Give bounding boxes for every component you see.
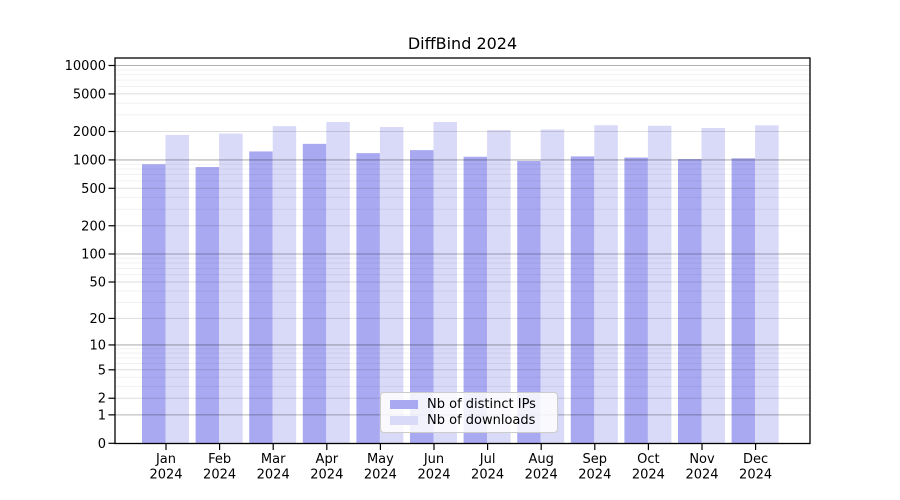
bar-downloads-oct: [647, 125, 672, 444]
x-tick-label-year-sep: 2024: [578, 468, 611, 483]
x-tick-label-year-jun: 2024: [417, 468, 450, 483]
bar-distinct-ips-apr: [302, 143, 327, 444]
bar-distinct-ips-nov: [678, 159, 702, 444]
x-tick-label-month-may: May: [367, 452, 394, 467]
x-tick-label-month-feb: Feb: [208, 452, 231, 467]
bar-downloads-feb: [219, 133, 243, 444]
bar-downloads-nov: [701, 127, 725, 444]
x-tick-label-year-dec: 2024: [739, 468, 772, 483]
legend-swatch-downloads: [390, 416, 418, 426]
y-tick-label-0: 0: [98, 437, 106, 452]
bar-distinct-ips-dec: [731, 158, 756, 444]
x-tick-label-year-mar: 2024: [257, 468, 290, 483]
legend-label-distinct-ips: Nb of distinct IPs: [427, 396, 536, 412]
bar-distinct-ips-oct: [624, 157, 648, 444]
x-tick-label-month-aug: Aug: [529, 452, 554, 467]
x-tick-label-year-feb: 2024: [203, 468, 236, 483]
y-tick-label-50: 50: [89, 276, 106, 291]
y-tick-label-2: 2: [98, 392, 106, 407]
x-tick-label-year-apr: 2024: [310, 468, 343, 483]
y-tick-label-5: 5: [98, 363, 106, 378]
bar-distinct-ips-jun: [410, 150, 434, 444]
bar-downloads-may: [379, 127, 404, 444]
bar-distinct-ips-feb: [195, 167, 220, 444]
y-tick-label-10000: 10000: [65, 59, 106, 74]
y-tick-label-200: 200: [81, 219, 106, 234]
x-tick-label-month-nov: Nov: [689, 452, 715, 467]
y-tick-label-100: 100: [81, 247, 106, 262]
bar-downloads-aug: [540, 129, 565, 444]
bar-distinct-ips-jan: [142, 164, 166, 444]
legend-label-downloads: Nb of downloads: [427, 413, 536, 429]
bar-downloads-apr: [326, 122, 350, 444]
y-tick-label-5000: 5000: [73, 87, 106, 102]
x-tick-label-month-dec: Dec: [743, 452, 768, 467]
x-tick-label-year-may: 2024: [364, 468, 397, 483]
y-tick-label-500: 500: [81, 182, 106, 197]
x-tick-label-month-jun: Jun: [423, 452, 444, 467]
x-tick-label-month-jan: Jan: [155, 452, 176, 467]
bar-downloads-jul: [487, 130, 511, 444]
y-tick-label-2000: 2000: [73, 125, 106, 140]
chart-title: DiffBind 2024: [407, 34, 518, 53]
x-tick-label-year-oct: 2024: [632, 468, 665, 483]
x-tick-label-year-aug: 2024: [525, 468, 558, 483]
plot-border: [114, 57, 811, 445]
x-tick-label-month-oct: Oct: [637, 452, 659, 467]
y-tick-label-1000: 1000: [73, 153, 106, 168]
y-tick-label-1: 1: [98, 408, 106, 423]
bar-distinct-ips-jul: [463, 156, 488, 444]
legend-item-downloads: Nb of downloads: [390, 413, 548, 428]
x-tick-label-month-mar: Mar: [261, 452, 286, 467]
bar-distinct-ips-mar: [249, 151, 273, 444]
bar-downloads-jan: [165, 134, 189, 444]
legend: Nb of distinct IPs Nb of downloads: [380, 392, 558, 433]
x-tick-label-month-sep: Sep: [583, 452, 608, 467]
legend-item-distinct-ips: Nb of distinct IPs: [390, 397, 548, 412]
bar-distinct-ips-sep: [570, 156, 595, 444]
y-tick-label-10: 10: [89, 338, 106, 353]
bar-downloads-dec: [755, 125, 779, 444]
bar-downloads-sep: [594, 125, 618, 444]
x-tick-label-month-jul: Jul: [479, 452, 496, 467]
bar-downloads-mar: [272, 126, 297, 444]
x-tick-label-year-jul: 2024: [471, 468, 504, 483]
y-tick-label-20: 20: [89, 312, 106, 327]
legend-swatch-distinct-ips: [390, 399, 418, 409]
bar-distinct-ips-aug: [517, 160, 541, 444]
x-tick-label-year-jan: 2024: [149, 468, 182, 483]
x-tick-label-year-nov: 2024: [685, 468, 718, 483]
bar-distinct-ips-may: [356, 153, 380, 444]
bar-downloads-jun: [433, 122, 457, 444]
x-tick-label-month-apr: Apr: [316, 452, 339, 467]
